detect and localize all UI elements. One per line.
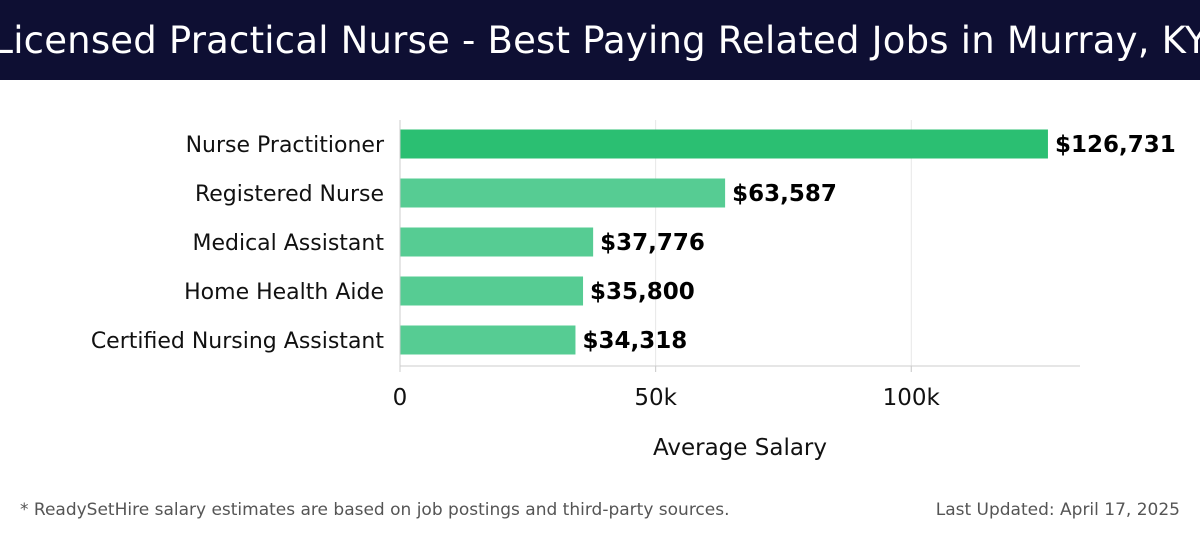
bar (400, 276, 584, 306)
x-tick-label: 0 (393, 385, 408, 411)
bar (400, 129, 1048, 159)
value-label: $63,587 (732, 181, 837, 207)
value-label: $37,776 (600, 230, 705, 256)
bar (400, 178, 726, 208)
chart-header: Licensed Practical Nurse - Best Paying R… (0, 0, 1200, 80)
last-updated: Last Updated: April 17, 2025 (935, 500, 1180, 520)
chart-title: Licensed Practical Nurse - Best Paying R… (0, 18, 1200, 62)
x-axis: 0 50k 100k (393, 120, 1080, 411)
bar (400, 325, 576, 355)
category-label: Nurse Practitioner (186, 133, 385, 158)
value-label: $35,800 (590, 279, 695, 305)
value-label: $34,318 (582, 328, 687, 354)
value-label: $126,731 (1055, 132, 1176, 158)
x-tick-label: 100k (883, 385, 941, 411)
category-label: Certified Nursing Assistant (91, 329, 385, 354)
bar-chart: Nurse Practitioner $126,731 Registered Nur… (91, 120, 1176, 461)
category-label: Medical Assistant (192, 231, 384, 256)
x-tick-label: 50k (634, 385, 677, 411)
bar (400, 227, 594, 257)
grid-lines (655, 120, 912, 372)
category-label: Home Health Aide (184, 280, 384, 305)
bars: Nurse Practitioner $126,731 Registered Nur… (91, 129, 1176, 355)
category-label: Registered Nurse (195, 182, 384, 207)
footer-note: * ReadySetHire salary estimates are base… (20, 500, 730, 520)
x-axis-label: Average Salary (653, 435, 827, 461)
